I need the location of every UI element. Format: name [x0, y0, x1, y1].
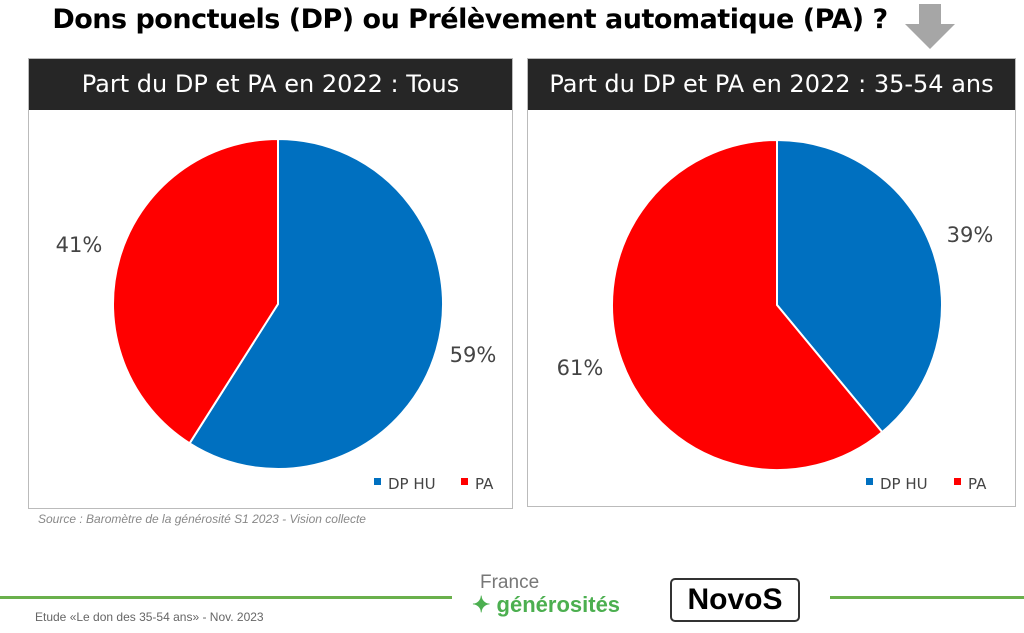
chart-panel-all: Part du DP et PA en 2022 : Tous 59% 41% DP…	[28, 58, 513, 509]
pie-slice-dp-hu	[188, 137, 444, 470]
legend-swatch	[461, 478, 468, 485]
legend-swatch	[954, 478, 961, 485]
footer-text: Etude «Le don des 35-54 ans» - Nov. 2023	[35, 610, 264, 624]
chart-panel-35-54: Part du DP et PA en 2022 : 35-54 ans 39%…	[527, 58, 1016, 507]
france-generosites-logo: France ✦ générosités	[472, 572, 621, 617]
data-label: 61%	[557, 356, 604, 380]
footer-line-right	[830, 596, 1024, 599]
pie-chart-all: 59% 41% DP HU PA	[56, 137, 497, 493]
data-label: 39%	[947, 223, 994, 247]
legend-label: PA	[968, 475, 987, 493]
arrow-down-icon	[905, 4, 955, 49]
legend-label: DP HU	[880, 475, 928, 493]
data-label: 59%	[450, 343, 497, 367]
page-title: Dons ponctuels (DP) ou Prélèvement autom…	[52, 4, 888, 35]
legend-swatch	[374, 478, 381, 485]
pie-slice-pa	[611, 138, 884, 471]
footer-line-left	[0, 596, 452, 599]
legend-label: DP HU	[388, 475, 436, 493]
source-note: Source : Baromètre de la générosité S1 2…	[38, 512, 366, 526]
data-label: 41%	[56, 233, 103, 257]
pie-slice-pa	[112, 137, 279, 445]
chart-title: Part du DP et PA en 2022 : Tous	[29, 59, 512, 110]
pie-slice-dp-hu	[776, 138, 943, 434]
legend-swatch	[866, 478, 873, 485]
chart-title: Part du DP et PA en 2022 : 35-54 ans	[528, 59, 1015, 110]
legend-label: PA	[475, 475, 494, 493]
pie-chart-35-54: 39% 61% DP HU PA	[557, 138, 994, 493]
novos-logo: NovoS	[670, 578, 800, 622]
